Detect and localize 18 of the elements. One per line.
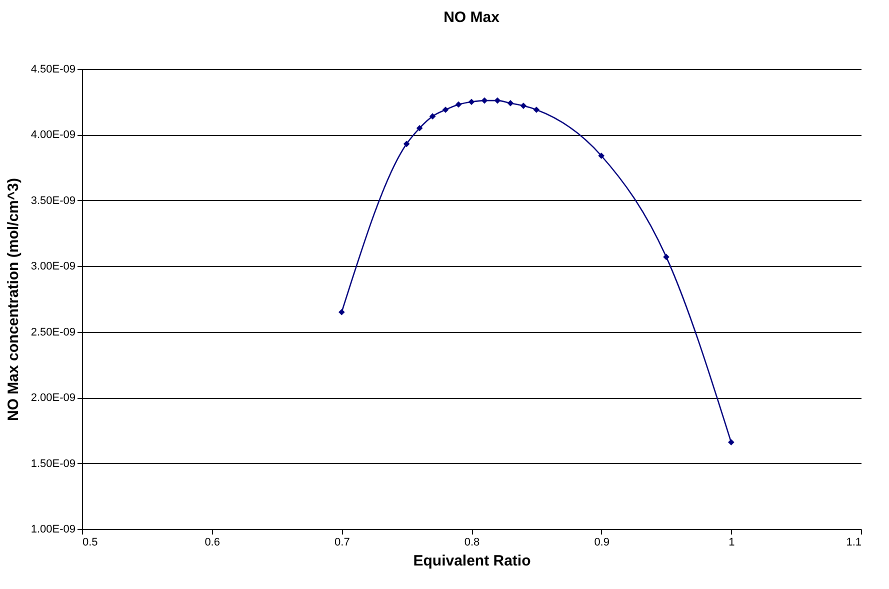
y-axis-title: NO Max concentration (mol/cm^3) — [4, 178, 22, 421]
y-tick-label: 1.00E-09 — [30, 524, 76, 536]
y-tick-label: 2.00E-09 — [30, 392, 76, 404]
x-tick-label: 0.7 — [334, 536, 350, 548]
x-tick-label: 0.9 — [594, 536, 610, 548]
x-tick-label: 0.8 — [464, 536, 480, 548]
chart-title: NO Max — [444, 9, 500, 26]
x-tick-label: 0.6 — [204, 536, 220, 548]
x-axis-title: Equivalent Ratio — [413, 552, 531, 570]
y-tick-label: 4.50E-09 — [30, 64, 76, 76]
y-tick-label: 4.00E-09 — [30, 129, 76, 142]
x-tick-label: 0.5 — [82, 536, 98, 548]
y-tick-label: 3.00E-09 — [30, 260, 76, 273]
x-tick-label: 1 — [728, 536, 735, 548]
y-tick-label: 1.50E-09 — [30, 458, 76, 470]
y-tick-label: 3.50E-09 — [30, 194, 76, 207]
x-tick-label: 1.1 — [846, 536, 862, 548]
y-tick-label: 2.50E-09 — [30, 326, 76, 338]
